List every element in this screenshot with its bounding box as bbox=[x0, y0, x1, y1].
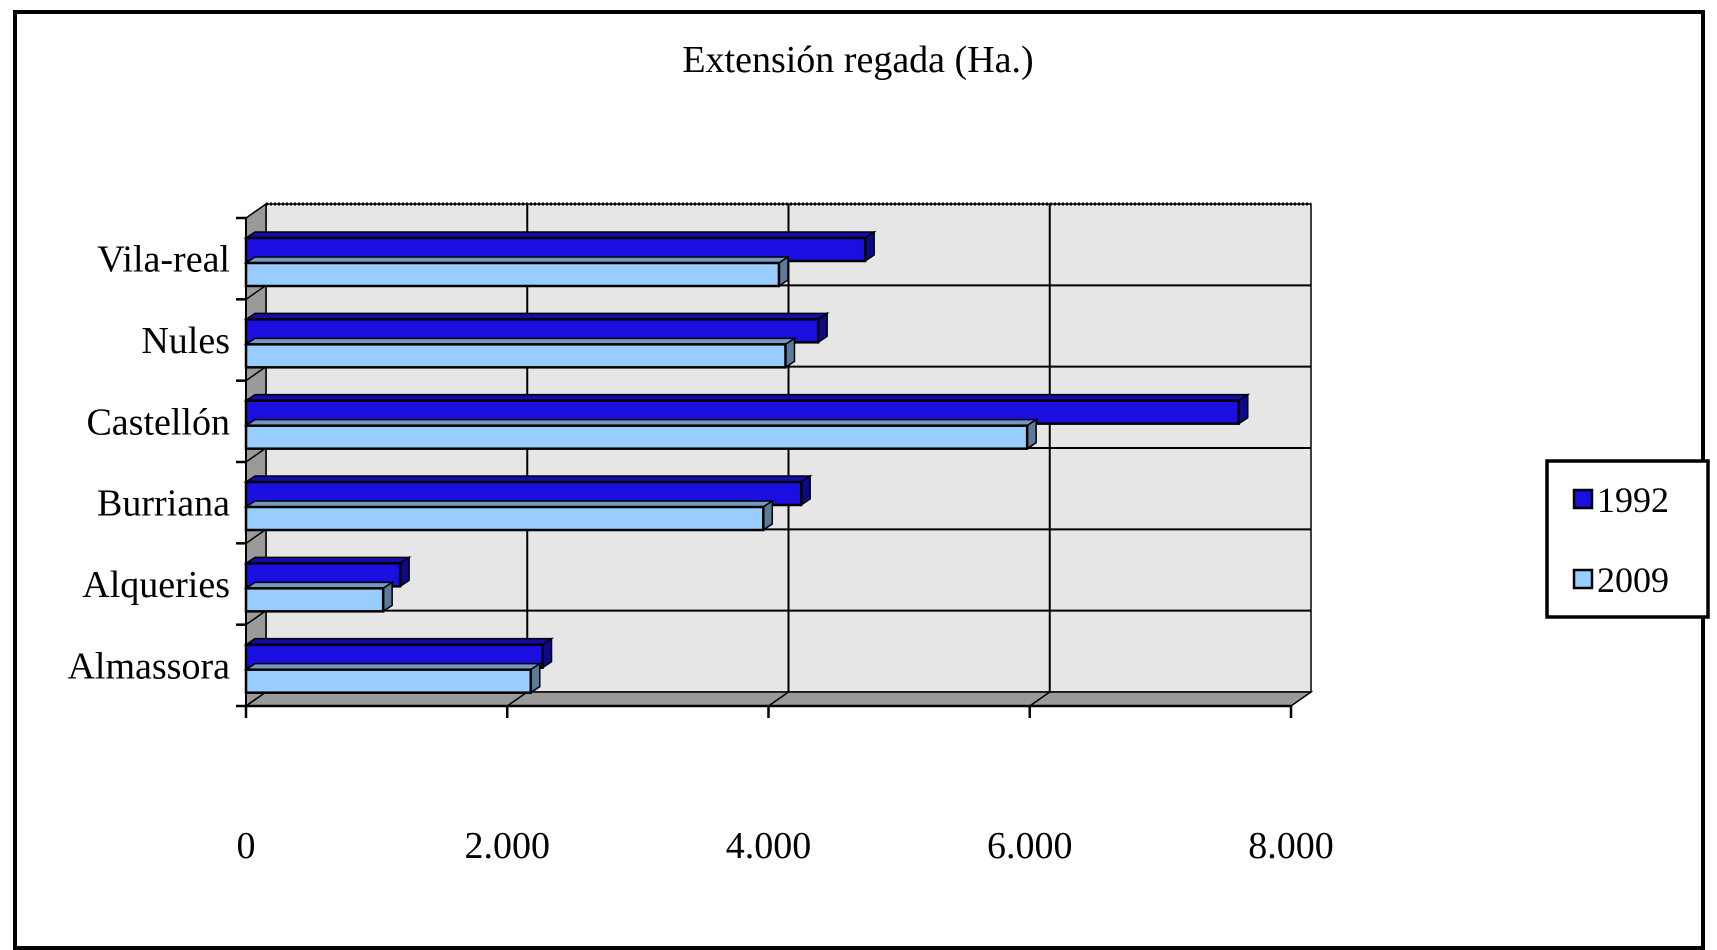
legend-label-1992: 1992 bbox=[1597, 480, 1669, 520]
y-tick-label: Vila-real bbox=[97, 239, 230, 281]
x-tick-label: 8.000 bbox=[1248, 825, 1334, 867]
x-tick-label: 2.000 bbox=[465, 825, 551, 867]
bar-2009-Almassora bbox=[244, 668, 533, 694]
x-tick-label: 4.000 bbox=[726, 825, 812, 867]
bar-end-1992-Burriana bbox=[800, 474, 811, 507]
legend: 1992 2009 bbox=[1545, 459, 1710, 619]
chart-title: Extensión regada (Ha.) bbox=[682, 39, 1033, 81]
bars bbox=[243, 230, 1251, 695]
y-tick-label: Alqueries bbox=[82, 564, 230, 606]
bar-end-1992-Castellón bbox=[1238, 393, 1249, 426]
legend-swatch-2009 bbox=[1572, 568, 1594, 590]
y-grid-side-line bbox=[245, 284, 267, 300]
x-grid-floor-line bbox=[1029, 691, 1051, 707]
bar-2009-Vila-real bbox=[244, 261, 781, 288]
y-grid-side-line bbox=[245, 447, 267, 463]
y-tick-label: Castellón bbox=[86, 401, 230, 443]
bar-end-2009-Almassora bbox=[530, 662, 541, 695]
y-grid-side-line bbox=[245, 610, 267, 626]
y-grid-side-line bbox=[245, 528, 267, 544]
bar-2009-Burriana bbox=[244, 505, 765, 532]
bar-2009-Alqueries bbox=[244, 587, 385, 613]
bar-2009-Nules bbox=[244, 343, 787, 369]
x-grid-floor-line bbox=[506, 691, 528, 707]
bar-end-2009-Burriana bbox=[762, 499, 774, 532]
bar-end-1992-Vila-real bbox=[864, 230, 875, 263]
bar-2009-Castellón bbox=[244, 424, 1029, 450]
bar-end-2009-Vila-real bbox=[778, 255, 789, 288]
axes: Almassora Alqueries Burriana Castellón Nules… bbox=[67, 216, 1334, 867]
legend-box bbox=[1545, 459, 1710, 619]
bar-end-1992-Alqueries bbox=[399, 555, 410, 588]
y-tick-label: Almassora bbox=[67, 645, 230, 687]
legend-label-2009: 2009 bbox=[1597, 560, 1669, 600]
x-tick-label: 0 bbox=[237, 825, 256, 867]
bar-end-2009-Castellón bbox=[1026, 418, 1037, 451]
bar-end-1992-Nules bbox=[817, 311, 828, 344]
y-grid-side-line bbox=[245, 366, 267, 382]
bar-end-2009-Nules bbox=[784, 336, 796, 369]
bar-end-1992-Almassora bbox=[541, 637, 553, 670]
x-tick-label: 6.000 bbox=[987, 825, 1073, 867]
legend-swatch-1992 bbox=[1572, 488, 1594, 510]
x-grid-floor-line bbox=[768, 691, 789, 707]
y-tick-label: Nules bbox=[141, 320, 230, 362]
bar-end-2009-Alqueries bbox=[382, 580, 393, 613]
y-tick-label: Burriana bbox=[97, 483, 230, 525]
